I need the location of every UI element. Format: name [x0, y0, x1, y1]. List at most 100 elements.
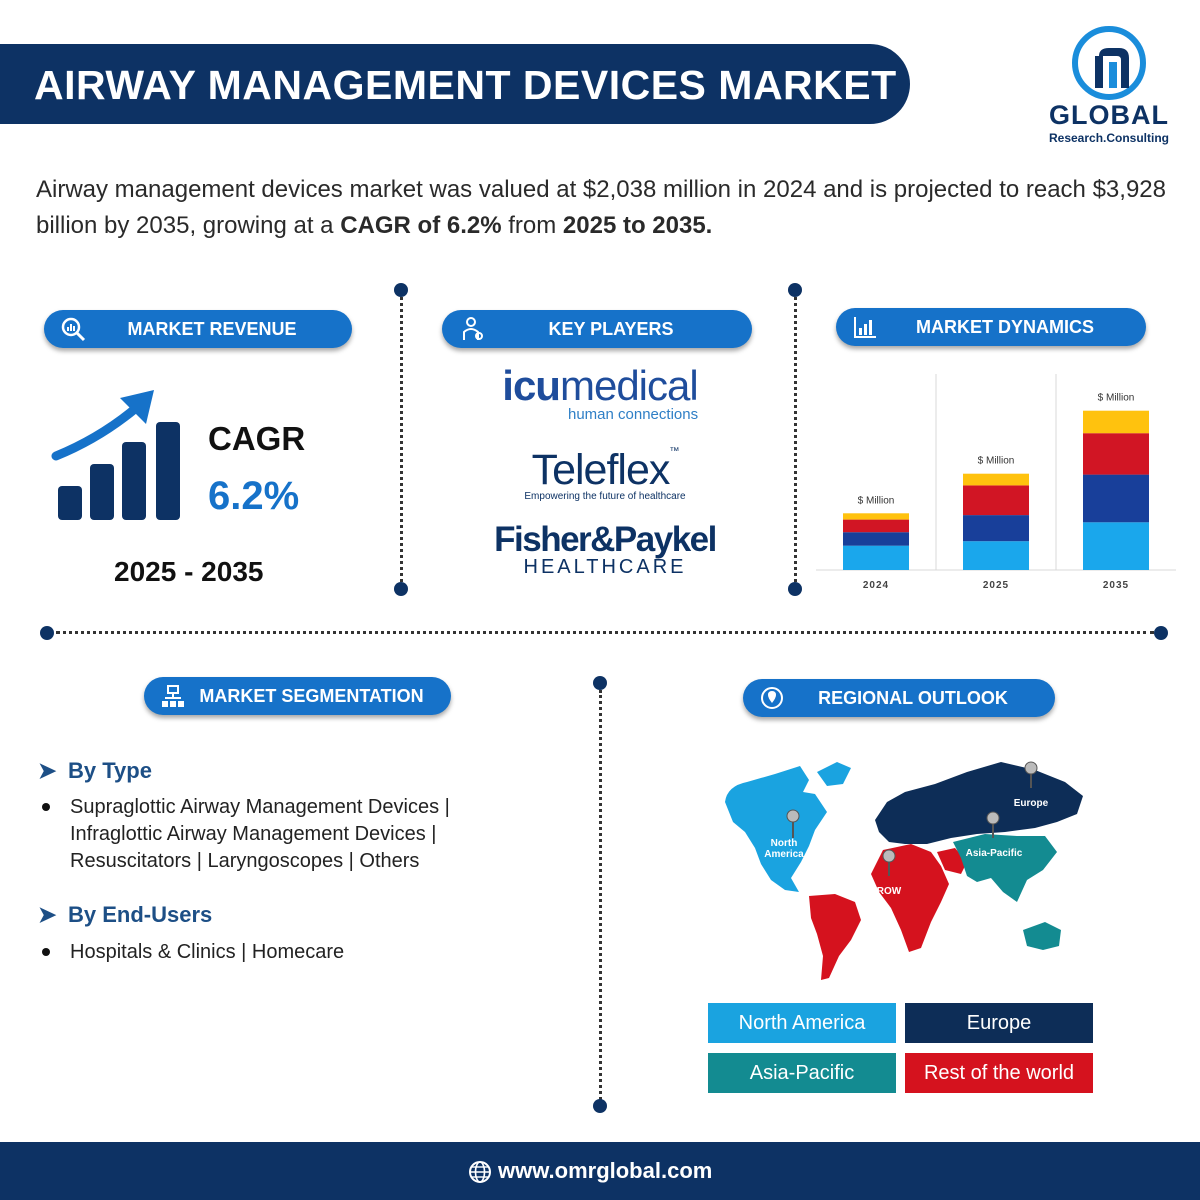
vertical-divider	[599, 690, 602, 1100]
fisher-paykel-healthcare: HEALTHCARE	[523, 556, 687, 578]
horizontal-divider	[56, 631, 1154, 634]
logo-subtitle: Research.Consulting	[1048, 131, 1170, 145]
bar-segment	[1083, 522, 1149, 570]
by-end-users-heading: ➤ By End-Users	[38, 902, 213, 927]
market-segmentation-pill: MARKET SEGMENTATION	[144, 677, 451, 715]
intro-paragraph: Airway management devices market was val…	[36, 172, 1166, 244]
page-title: AIRWAY MANAGEMENT DEVICES MARKET	[34, 62, 897, 108]
x-tick-label: 2025	[983, 580, 1009, 591]
bar-segment	[963, 473, 1029, 486]
bar-segment	[843, 545, 909, 570]
teleflex-tagline: Empowering the future of healthcare	[524, 491, 686, 502]
separator-dot	[40, 626, 54, 640]
arrow-icon: ➤	[38, 758, 57, 783]
map-label-asia-pacific: Asia-Pacific	[965, 848, 1023, 859]
teleflex-logo: Teleflex™ Empowering the future of healt…	[490, 446, 720, 502]
bar-segment	[843, 519, 909, 533]
market-dynamics-chart: $ Million 2024 $ Million 2025 $ Million 2035	[816, 374, 1176, 591]
separator-dot	[788, 582, 802, 596]
bar-segment	[1083, 410, 1149, 434]
icu-logo-part-a: icu	[502, 362, 561, 409]
map-pin-asia-pacific	[986, 811, 1000, 838]
asia-pacific-region	[953, 834, 1057, 902]
growth-chart-icon	[51, 390, 180, 520]
segmentation-icon	[160, 683, 186, 709]
fisher-paykel-logo: Fisher&Paykel HEALTHCARE	[490, 520, 720, 579]
map-label-north-america: North America	[764, 838, 804, 860]
map-label-europe: Europe	[1013, 798, 1049, 809]
key-players-label: KEY PLAYERS	[548, 318, 674, 339]
forecast-period: 2025 - 2035	[114, 556, 264, 587]
separator-dot	[788, 283, 802, 297]
map-label-row: ROW	[876, 886, 902, 897]
bar-segment	[963, 485, 1029, 516]
separator-dot	[394, 582, 408, 596]
bar-unit-label: $ Million	[858, 495, 895, 506]
legend-asia-pacific: Asia-Pacific	[708, 1053, 896, 1093]
intro-text-2: from	[501, 212, 563, 239]
bar-segment	[1083, 474, 1149, 523]
magnifier-chart-icon	[60, 316, 86, 342]
cagr-value: 6.2%	[208, 474, 300, 518]
title-banner	[0, 44, 910, 124]
list-item: Resuscitators | Laryngoscopes | Others	[70, 850, 420, 872]
list-item: Infraglottic Airway Management Devices |	[70, 823, 437, 845]
south-america-region	[809, 894, 861, 980]
separator-dot	[1154, 626, 1168, 640]
bar-segment	[963, 515, 1029, 542]
africa-region	[871, 844, 949, 952]
map-pin-europe	[1024, 761, 1038, 788]
separator-dot	[593, 1099, 607, 1113]
market-revenue-label: MARKET REVENUE	[127, 318, 297, 339]
bullet-icon	[42, 948, 50, 956]
legend-rest-of-world: Rest of the world	[905, 1053, 1093, 1093]
regional-outlook-pill: REGIONAL OUTLOOK	[743, 679, 1055, 717]
icu-logo-part-b: medical	[559, 362, 699, 409]
regional-outlook-label: REGIONAL OUTLOOK	[818, 687, 1008, 708]
legend-europe: Europe	[905, 1003, 1093, 1043]
bullet-icon	[42, 803, 50, 811]
market-dynamics-pill: MARKET DYNAMICS	[836, 308, 1146, 346]
by-type-section: ➤ By Type	[38, 758, 152, 784]
intro-cagr: CAGR of 6.2%	[340, 212, 502, 239]
bar-chart-icon	[852, 314, 878, 340]
by-type-list: Supraglottic Airway Management Devices |…	[70, 794, 450, 875]
separator-dot	[394, 283, 408, 297]
list-item: Supraglottic Airway Management Devices |	[70, 796, 450, 818]
x-tick-label: 2035	[1103, 580, 1129, 591]
north-america-region	[725, 766, 827, 892]
market-segmentation-label: MARKET SEGMENTATION	[199, 685, 424, 706]
website-link[interactable]: www.omrglobal.com	[498, 1158, 713, 1183]
globe-icon	[469, 1161, 491, 1183]
separator-dot	[593, 676, 607, 690]
by-end-users-list: Hospitals & Clinics | Homecare	[70, 939, 344, 966]
teleflex-tm: ™	[669, 446, 679, 457]
logo-ring	[1072, 26, 1146, 100]
market-dynamics-label: MARKET DYNAMICS	[916, 316, 1094, 337]
legend-north-america: North America	[708, 1003, 896, 1043]
bar-unit-label: $ Million	[978, 456, 1015, 467]
logo-mark	[1095, 48, 1129, 88]
bar-segment	[843, 532, 909, 546]
logo-name: GLOBAL	[1049, 100, 1169, 130]
person-icon	[458, 316, 484, 342]
icu-tagline: human connections	[568, 406, 699, 423]
bar-unit-label: $ Million	[1098, 393, 1135, 404]
bar-segment	[843, 513, 909, 520]
vertical-divider	[400, 297, 403, 582]
by-type-heading: ➤ By Type	[38, 758, 152, 783]
intro-period: 2025 to 2035.	[562, 212, 713, 239]
map-pin-row	[882, 849, 896, 876]
map-pin-north-america	[786, 809, 800, 838]
x-tick-label: 2024	[863, 580, 889, 591]
cagr-label: CAGR	[208, 420, 306, 457]
teleflex-name: Teleflex	[531, 446, 671, 494]
icu-medical-logo: icumedical human connections	[460, 362, 740, 423]
world-map	[725, 761, 1083, 980]
globe-location-icon	[759, 685, 785, 711]
vertical-divider	[794, 297, 797, 582]
arrow-icon: ➤	[38, 902, 57, 927]
market-revenue-pill: MARKET REVENUE	[44, 310, 352, 348]
key-players-pill: KEY PLAYERS	[442, 310, 752, 348]
intro-text-1: Airway management devices market was val…	[36, 176, 1166, 239]
